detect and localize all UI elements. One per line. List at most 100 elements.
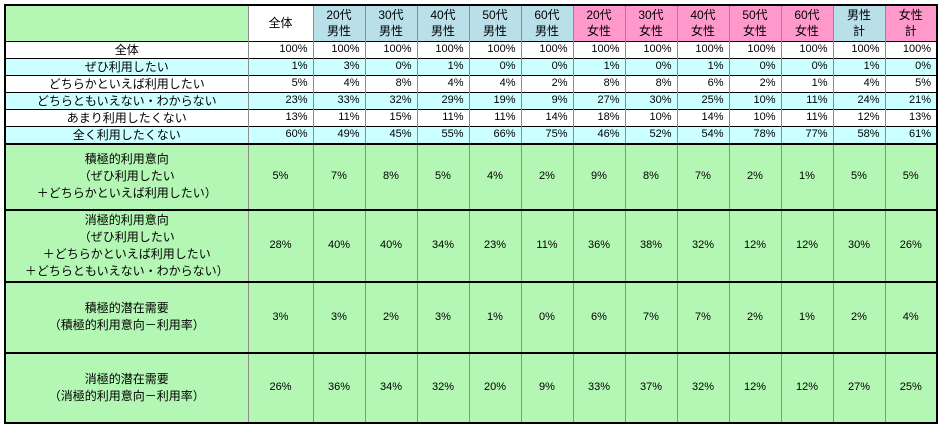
cell-positive-latent-demand-female-total: 4% [884, 280, 937, 353]
cell-passive-usage-intent-female-30s: 38% [624, 208, 677, 282]
cell-neutral-unknown-female-30s: 30% [624, 91, 677, 109]
cell-overall-male-60s: 100% [520, 40, 573, 58]
cell-passive-latent-demand-male-50s: 20% [468, 351, 521, 423]
survey-table-container: 全体 20代 男性 30代 男性 40代 男性 50代 男性 60代 男性 20代 女性 30… [4, 4, 938, 424]
cell-positive-latent-demand-male-60s: 0% [520, 280, 573, 353]
cell-neutral-unknown-male-60s: 9% [520, 91, 573, 109]
column-header-female-40s: 40代 女性 [676, 4, 729, 41]
column-header-female-60s: 60代 女性 [780, 4, 833, 41]
cell-passive-latent-demand-male-30s: 34% [364, 351, 417, 423]
cell-passive-latent-demand-male-60s: 9% [520, 351, 573, 423]
cell-positive-usage-intent-male-50s: 4% [468, 142, 521, 210]
cell-somewhat-want-to-use-male-total: 4% [832, 74, 885, 92]
cell-want-to-use-male-40s: 1% [416, 57, 469, 75]
cell-want-to-use-male-total: 1% [832, 57, 885, 75]
cell-positive-latent-demand-male-total: 2% [832, 280, 885, 353]
cell-not-really-want-female-60s: 11% [780, 108, 833, 126]
cell-neutral-unknown-female-40s: 25% [676, 91, 729, 109]
cell-positive-usage-intent-male-20s: 7% [312, 142, 365, 210]
cell-not-want-at-all-female-20s: 46% [572, 125, 625, 144]
cell-positive-latent-demand-male-30s: 2% [364, 280, 417, 353]
table-row-somewhat-want-to-use: どちらかといえば利用したい 5% 4% 8% 4% 4% 2% 8% 8% 6% 2% 1% 4% 5% [4, 74, 937, 92]
cell-not-really-want-male-30s: 15% [364, 108, 417, 126]
column-header-male-20s: 20代 男性 [312, 4, 365, 41]
row-label-not-want-at-all: 全く利用したくない [4, 125, 248, 144]
cell-not-really-want-female-30s: 10% [624, 108, 677, 126]
cell-passive-usage-intent-overall: 28% [247, 208, 313, 282]
cell-not-want-at-all-overall: 60% [247, 125, 313, 144]
table-header: 全体 20代 男性 30代 男性 40代 男性 50代 男性 60代 男性 20代 女性 30… [4, 4, 937, 41]
cell-neutral-unknown-male-total: 24% [832, 91, 885, 109]
column-header-female-20s: 20代 女性 [572, 4, 625, 41]
cell-passive-latent-demand-female-50s: 12% [728, 351, 781, 423]
table-row-neutral-unknown: どちらともいえない・わからない 23% 33% 32% 29% 19% 9% 27% 30% 25… [4, 91, 937, 109]
cell-want-to-use-overall: 1% [247, 57, 313, 75]
cell-somewhat-want-to-use-female-60s: 1% [780, 74, 833, 92]
cell-want-to-use-female-50s: 0% [728, 57, 781, 75]
cell-positive-usage-intent-male-60s: 2% [520, 142, 573, 210]
cell-neutral-unknown-male-50s: 19% [468, 91, 521, 109]
cell-overall-female-30s: 100% [624, 40, 677, 58]
cell-overall-overall: 100% [247, 40, 313, 58]
cell-positive-usage-intent-male-30s: 8% [364, 142, 417, 210]
cell-passive-latent-demand-female-40s: 32% [676, 351, 729, 423]
column-header-male-30s: 30代 男性 [364, 4, 417, 41]
cell-passive-latent-demand-male-40s: 32% [416, 351, 469, 423]
cell-want-to-use-male-60s: 0% [520, 57, 573, 75]
cell-not-really-want-male-total: 12% [832, 108, 885, 126]
cell-not-want-at-all-female-40s: 54% [676, 125, 729, 144]
cell-not-really-want-overall: 13% [247, 108, 313, 126]
cell-positive-latent-demand-male-50s: 1% [468, 280, 521, 353]
cell-positive-usage-intent-overall: 5% [247, 142, 313, 210]
cell-positive-usage-intent-female-40s: 7% [676, 142, 729, 210]
column-header-overall: 全体 [247, 4, 313, 41]
cell-overall-female-40s: 100% [676, 40, 729, 58]
cell-positive-latent-demand-female-40s: 7% [676, 280, 729, 353]
table-body: 全体 100% 100% 100% 100% 100% 100% 100% 100% 100% 10… [4, 40, 937, 423]
cell-passive-usage-intent-male-30s: 40% [364, 208, 417, 282]
cell-passive-latent-demand-female-30s: 37% [624, 351, 677, 423]
cell-want-to-use-female-20s: 1% [572, 57, 625, 75]
cell-not-want-at-all-male-50s: 66% [468, 125, 521, 144]
table-row-not-want-at-all: 全く利用したくない 60% 49% 45% 55% 66% 75% 46% 52% 54% 78% 7… [4, 125, 937, 144]
cell-not-really-want-male-40s: 11% [416, 108, 469, 126]
row-label-somewhat-want-to-use: どちらかといえば利用したい [4, 74, 248, 92]
cell-passive-usage-intent-female-60s: 12% [780, 208, 833, 282]
cell-not-want-at-all-female-60s: 77% [780, 125, 833, 144]
cell-overall-female-60s: 100% [780, 40, 833, 58]
cell-overall-male-30s: 100% [364, 40, 417, 58]
cell-neutral-unknown-male-40s: 29% [416, 91, 469, 109]
cell-somewhat-want-to-use-female-20s: 8% [572, 74, 625, 92]
cell-passive-usage-intent-male-40s: 34% [416, 208, 469, 282]
cell-not-really-want-female-20s: 18% [572, 108, 625, 126]
cell-somewhat-want-to-use-male-50s: 4% [468, 74, 521, 92]
cell-passive-usage-intent-female-total: 26% [884, 208, 937, 282]
row-label-neutral-unknown: どちらともいえない・わからない [4, 91, 248, 109]
cell-overall-male-20s: 100% [312, 40, 365, 58]
cell-somewhat-want-to-use-male-40s: 4% [416, 74, 469, 92]
cell-positive-usage-intent-female-60s: 1% [780, 142, 833, 210]
cell-want-to-use-female-60s: 0% [780, 57, 833, 75]
cell-overall-male-40s: 100% [416, 40, 469, 58]
cell-neutral-unknown-female-60s: 11% [780, 91, 833, 109]
row-label-passive-latent-demand: 消極的潜在需要 （消極的利用意向－利用率） [4, 351, 248, 423]
table-row-passive-latent-demand: 消極的潜在需要 （消極的利用意向－利用率） 26% 36% 34% 32% 20% 9% 33… [4, 351, 937, 423]
cell-not-want-at-all-female-total: 61% [884, 125, 937, 144]
cell-not-want-at-all-female-50s: 78% [728, 125, 781, 144]
table-row-not-really-want: あまり利用したくない 13% 11% 15% 11% 11% 14% 18% 10% 14% 10%… [4, 108, 937, 126]
cell-neutral-unknown-female-total: 21% [884, 91, 937, 109]
cell-passive-usage-intent-male-20s: 40% [312, 208, 365, 282]
cell-not-really-want-male-20s: 11% [312, 108, 365, 126]
cell-somewhat-want-to-use-female-total: 5% [884, 74, 937, 92]
cell-somewhat-want-to-use-male-20s: 4% [312, 74, 365, 92]
cell-positive-latent-demand-female-60s: 1% [780, 280, 833, 353]
cell-positive-usage-intent-female-20s: 9% [572, 142, 625, 210]
cell-overall-male-total: 100% [832, 40, 885, 58]
cell-somewhat-want-to-use-female-30s: 8% [624, 74, 677, 92]
cell-not-really-want-female-40s: 14% [676, 108, 729, 126]
cell-positive-usage-intent-female-50s: 2% [728, 142, 781, 210]
column-header-male-50s: 50代 男性 [468, 4, 521, 41]
cell-overall-female-20s: 100% [572, 40, 625, 58]
row-label-overall: 全体 [4, 40, 248, 58]
column-header-male-total: 男性 計 [832, 4, 885, 41]
